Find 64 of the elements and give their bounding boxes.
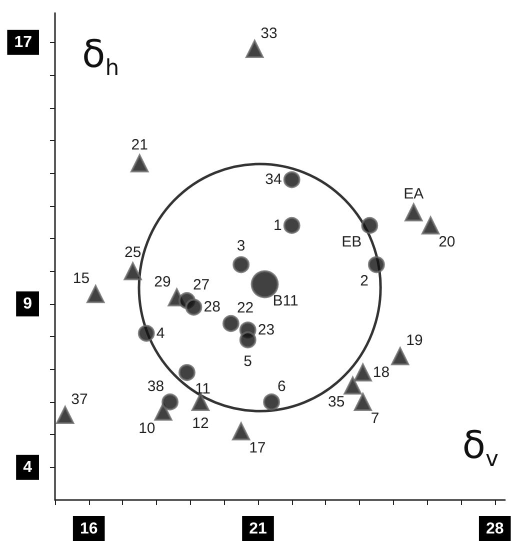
x-tick-label: 28 <box>486 520 504 538</box>
annotation: 18 <box>372 364 390 382</box>
point <box>361 216 378 234</box>
point <box>154 402 172 421</box>
x-tick-label: 16 <box>80 520 98 538</box>
point <box>222 315 240 332</box>
annotation: 29 <box>154 273 171 290</box>
annotation: 22 <box>236 300 254 317</box>
point <box>86 285 105 304</box>
annotation: 19 <box>406 332 423 350</box>
annotation: 35 <box>328 394 345 411</box>
point <box>232 422 250 440</box>
point <box>124 262 142 280</box>
annotation: 33 <box>260 24 278 42</box>
point <box>368 256 385 274</box>
point <box>232 256 250 274</box>
annotation: 2 <box>360 272 368 290</box>
annotation: 37 <box>71 391 88 408</box>
annotation: 23 <box>258 322 275 339</box>
annotation: B11 <box>272 292 298 310</box>
annotation: EA <box>404 185 424 202</box>
y-tick-label: 17 <box>14 34 32 51</box>
point <box>344 376 362 395</box>
point <box>263 393 280 410</box>
point <box>283 171 300 188</box>
point <box>162 393 179 410</box>
annotation: 5 <box>244 352 252 370</box>
annotation: 12 <box>192 414 209 432</box>
annotation: 25 <box>124 244 142 262</box>
annotation: 11 <box>194 380 211 398</box>
annotation: 34 <box>265 171 282 188</box>
annotation: 28 <box>204 298 220 316</box>
x-tick-label: 21 <box>249 520 268 538</box>
point <box>391 347 410 366</box>
y-tick-label: 9 <box>23 295 32 312</box>
annotation: 38 <box>147 378 164 395</box>
annotation: 4 <box>156 324 165 342</box>
annotation: 6 <box>278 378 286 395</box>
point <box>239 331 256 348</box>
point <box>354 364 372 382</box>
annotation: 21 <box>131 136 148 154</box>
point <box>246 40 264 58</box>
annotation: 3 <box>236 238 246 255</box>
annotation: 17 <box>249 439 266 456</box>
annotation: 10 <box>138 420 156 437</box>
point <box>185 298 202 316</box>
annotation: EB <box>342 233 362 250</box>
annotation: 15 <box>72 270 90 288</box>
annotation: 7 <box>370 410 380 427</box>
annotation: 20 <box>438 233 456 250</box>
point <box>354 392 372 411</box>
point <box>191 392 210 411</box>
point <box>56 406 74 424</box>
annotation: 1 <box>274 216 282 234</box>
point <box>404 203 423 222</box>
annotation: 27 <box>192 276 210 294</box>
point <box>130 154 149 172</box>
point <box>138 324 155 342</box>
point <box>283 216 300 234</box>
point <box>178 364 196 382</box>
point <box>422 216 440 234</box>
x-axis-title: δ$_{v}$ <box>462 422 499 472</box>
y-tick-label: 4 <box>23 458 32 476</box>
y-axis-title: δ$_{h}$ <box>82 32 120 81</box>
